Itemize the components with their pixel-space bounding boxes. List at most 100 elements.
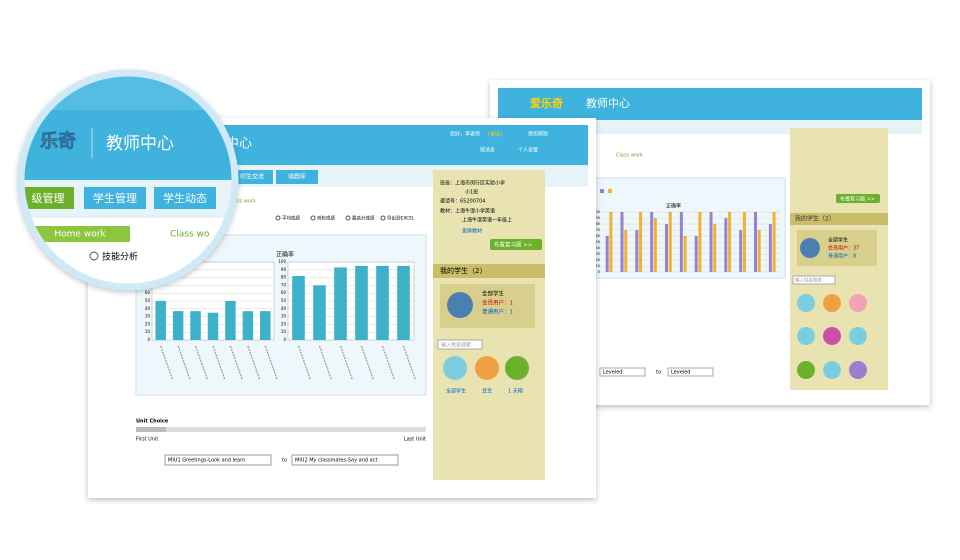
user: 您好，李老师 [450,131,480,138]
tab[interactable] [276,170,318,184]
label: 会员用户：1 [482,299,513,307]
y-tick-label: 70 [596,228,600,232]
x-label-line [195,345,209,381]
y-tick-label: 80 [596,222,600,226]
select[interactable] [291,454,399,466]
info: 小1班 [465,189,478,196]
info: 邀请号：65200704 [440,198,485,205]
radio[interactable] [275,215,281,221]
info: 上海牛津英语一年级上 [462,217,512,224]
bar [754,212,758,272]
radio[interactable] [310,215,316,221]
label: First Unit [136,437,158,443]
subtab[interactable]: Class work [229,199,256,205]
legend-swatch [600,189,604,193]
student[interactable]: 全部学生 [446,388,466,395]
y-tick-label: 0 [598,270,600,274]
title: 教师中心 [586,97,630,110]
info: 班级：上海市闵行区实验小学 [440,180,505,187]
bar [292,276,305,340]
student[interactable]: 豆豆 [482,389,492,395]
y-tick-label: 70 [281,282,287,287]
bar [397,265,410,340]
radio[interactable] [345,215,351,221]
student[interactable]: 1 天翔 [508,388,523,395]
to: to [656,370,661,376]
search[interactable] [792,275,836,285]
x-label-line [297,345,312,381]
bar [376,265,389,340]
x-label-line [402,345,417,381]
y-tick-label: 100 [278,259,286,264]
y-tick-label: 100 [593,210,600,214]
bar [190,311,201,340]
y-tick-label: 90 [281,267,287,272]
link[interactable]: 使用帮助 [528,131,548,138]
label: 普通用户：8 [828,253,856,260]
link[interactable]: [退出] [488,131,502,138]
bar [609,212,613,272]
bar [728,212,732,272]
y-tick-label: 50 [596,240,600,244]
bar [757,230,761,272]
x-label-line [229,345,243,381]
subtab[interactable]: Class wo [170,230,210,240]
logo: 乐奇 [40,130,76,152]
y-tick-label: 10 [596,264,600,268]
tab[interactable]: 学生管理 [93,191,137,205]
label: Last Unit [404,437,426,443]
y-tick-label: 60 [596,234,600,238]
search[interactable] [437,339,483,350]
y-tick-label: 40 [145,306,151,311]
y-tick-label: 30 [281,314,287,319]
y-tick-label: 0 [283,337,286,342]
tab-label: 错题库 [288,173,306,181]
link[interactable]: 个人设置 [518,147,538,154]
y-tick-label: 40 [596,246,600,250]
option: 最高分成绩 [352,215,375,222]
section-title: 我的学生（2） [795,215,835,223]
button-text: 布置复习题 >> [494,241,533,249]
tab[interactable]: 级管理 [32,191,65,205]
x-label-line [160,345,174,381]
select[interactable] [667,367,714,377]
search-text: 输入姓名搜索 [441,342,471,349]
tab-label: 师生交流 [240,173,264,181]
legend-swatch [608,189,612,193]
bar [355,265,368,340]
link[interactable]: 短消息 [480,147,495,154]
bar [742,212,746,272]
subtab[interactable]: Home work [54,230,106,240]
bar [313,285,326,340]
select[interactable] [164,454,272,466]
select[interactable] [599,367,646,377]
x-label-line [339,345,354,381]
radio[interactable] [380,215,386,221]
label: 会员用户：37 [828,245,859,252]
option: 平均成绩 [282,215,300,222]
link[interactable]: 更换教材 [462,228,482,235]
label: 全部学生 [828,237,848,244]
button[interactable] [490,239,542,250]
y-tick-label: 0 [147,337,150,342]
bar [739,230,743,272]
section-title: 我的学生（2） [440,266,486,275]
y-tick-label: 60 [281,290,287,295]
bar [665,224,669,272]
bar [668,212,672,272]
y-tick-label: 30 [596,252,600,256]
bar [698,212,702,272]
bar [724,218,728,272]
label: 普通用户：1 [482,308,513,316]
info: 教材：上海牛津小学英语 [440,208,495,215]
tab[interactable] [231,170,273,184]
x-label-line [318,345,333,381]
tab[interactable]: 学生动态 [163,191,207,205]
chart-title: 正确率 [666,203,681,210]
option[interactable]: 技能分析 [102,251,138,263]
search-text: 输入姓名搜索 [795,277,822,284]
option: 首轮成绩 [317,215,335,222]
button[interactable] [836,194,880,203]
x-label-line [381,345,396,381]
